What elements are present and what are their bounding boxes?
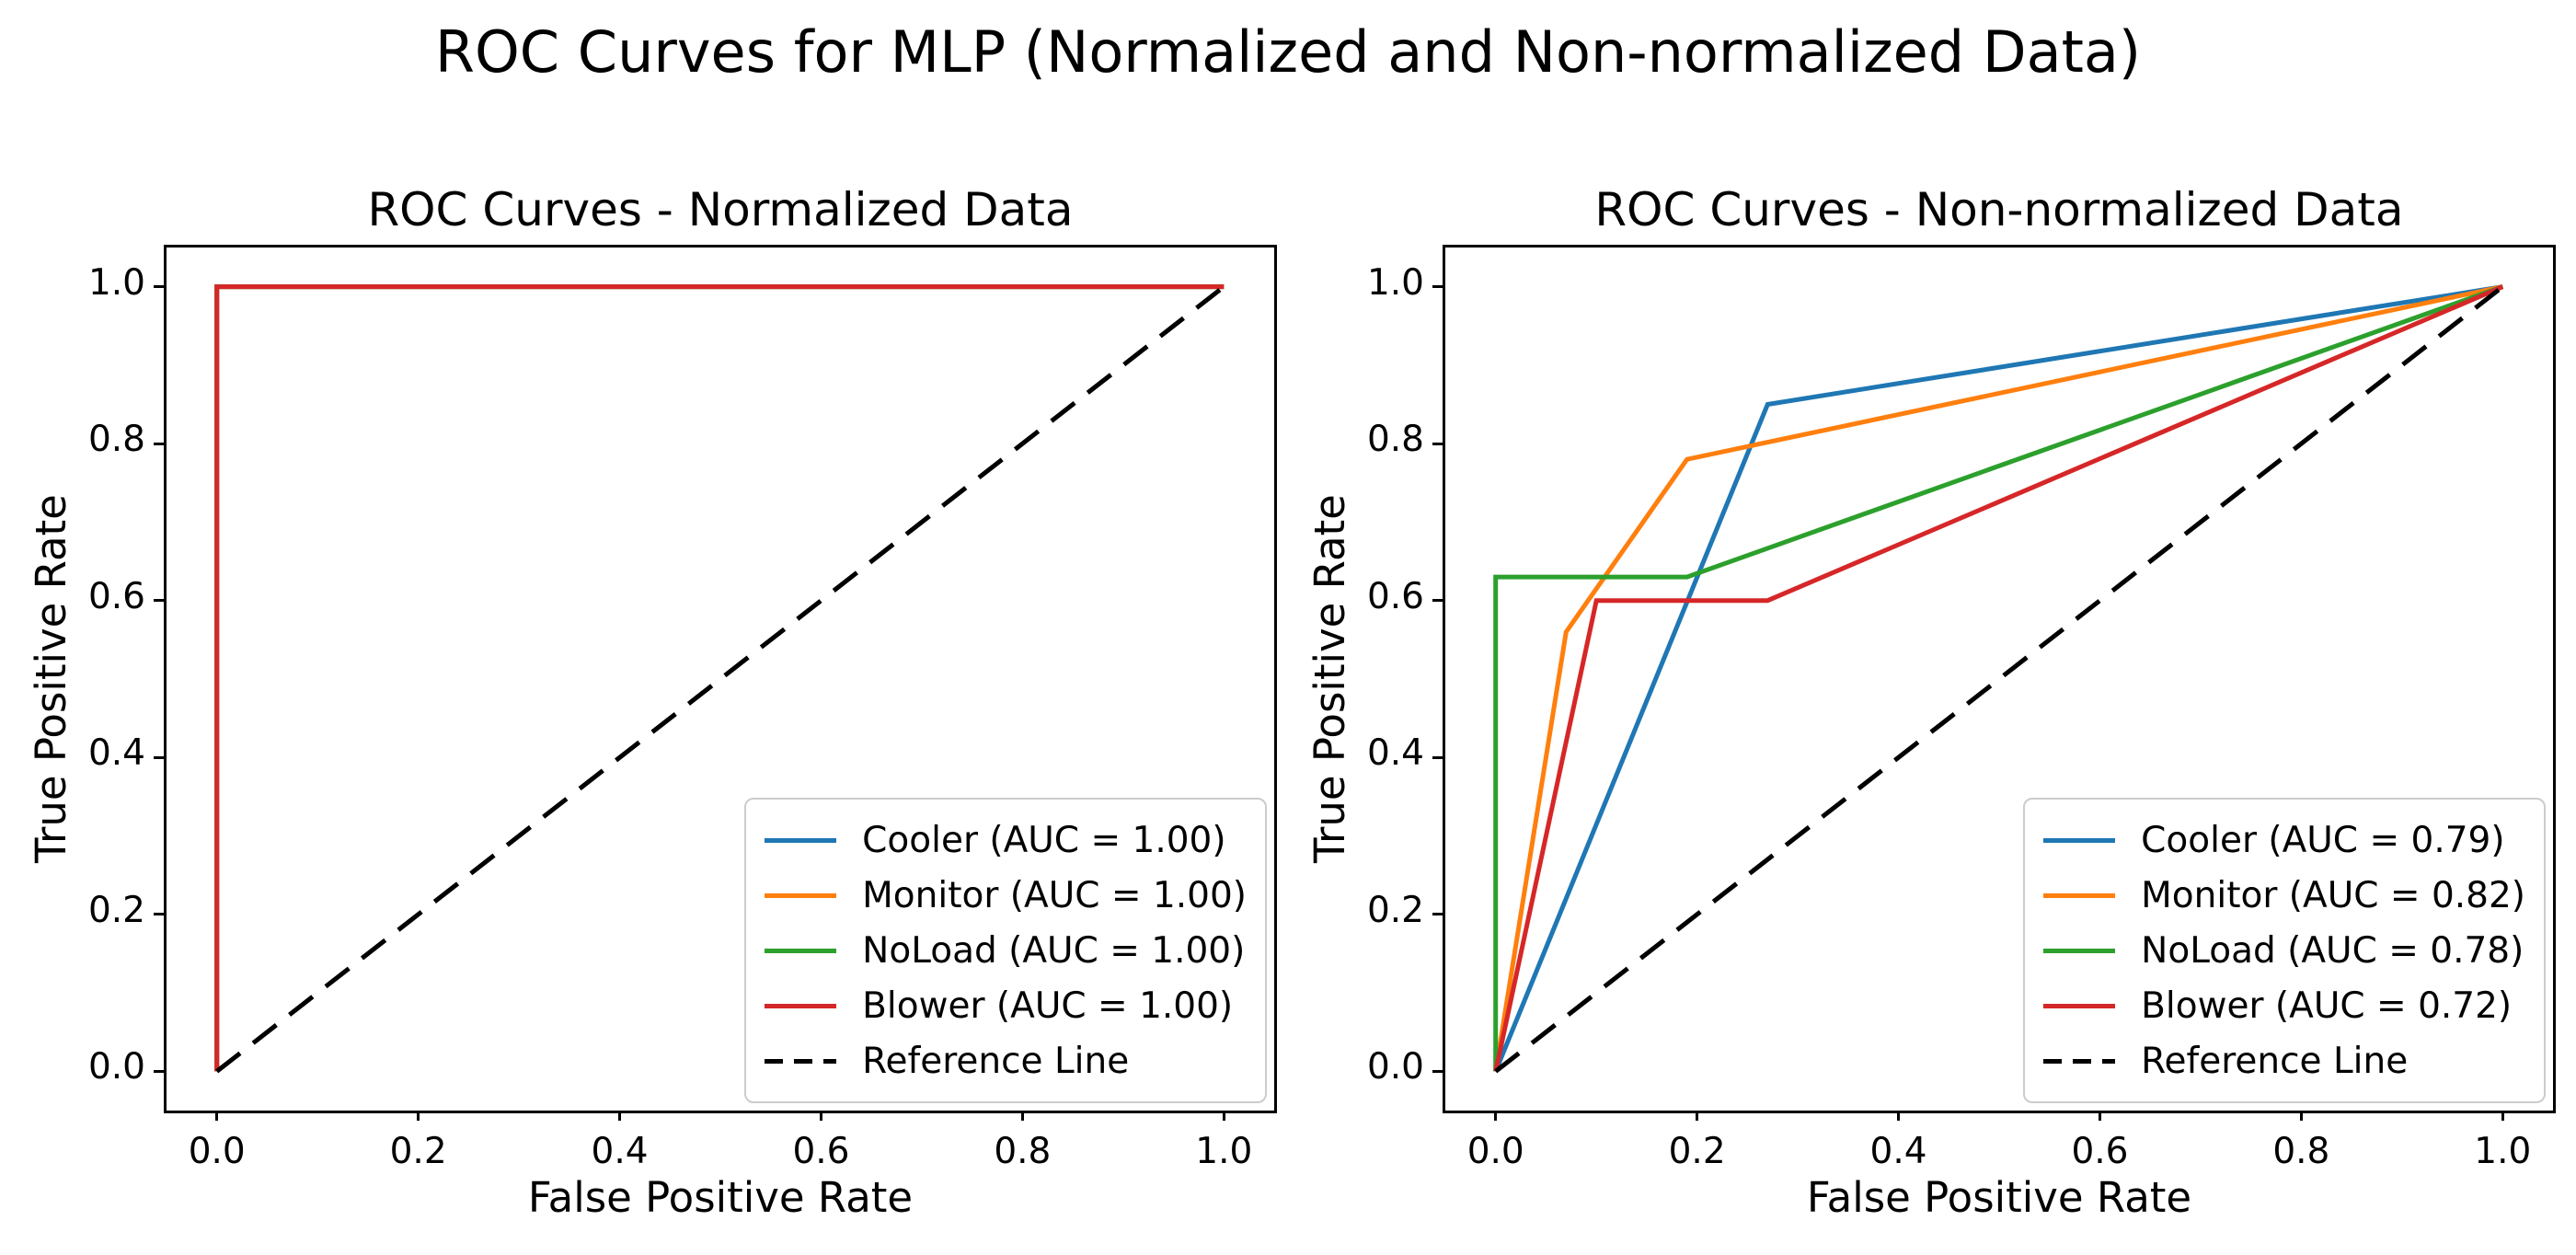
y-tick-label: 0.8 (87, 419, 145, 461)
legend-entry-noload: NoLoad (AUC = 1.00) (765, 923, 1247, 978)
legend: Cooler (AUC = 1.00) Monitor (AUC = 1.00) N… (744, 798, 1267, 1103)
y-tick-mark (1432, 599, 1443, 603)
y-tick-label: 0.6 (1366, 575, 1424, 617)
legend-line-sample (765, 948, 837, 953)
legend-entry-reference: Reference Line (2043, 1033, 2525, 1088)
legend-line-sample (2043, 837, 2116, 843)
y-tick-label: 0.8 (1366, 419, 1424, 461)
x-tick-label: 0.6 (792, 1131, 850, 1172)
x-axis-label: False Positive Rate (1806, 1173, 2192, 1222)
legend-entry-blower: Blower (AUC = 0.72) (2043, 978, 2525, 1033)
x-tick-mark (1222, 1111, 1225, 1121)
legend-line-sample (2043, 1058, 2116, 1064)
reference-line (1494, 284, 2504, 1074)
x-tick-mark (1020, 1111, 1024, 1121)
x-axis-label: False Positive Rate (527, 1173, 914, 1222)
subplot-non-normalized: ROC Curves - Non-normalized Data False P… (1305, 183, 2556, 1222)
y-tick-label: 0.2 (87, 889, 145, 931)
series-line-blower (1493, 284, 2504, 1072)
series-line-cooler (1493, 284, 2503, 1073)
y-tick-label: 0.6 (87, 575, 145, 617)
legend-label: Monitor (AUC = 1.00) (862, 874, 1247, 916)
y-tick-mark (1432, 285, 1443, 289)
x-tick-mark (819, 1111, 822, 1121)
y-tick-mark (154, 1069, 164, 1073)
roc-plot-svg (214, 284, 1225, 1074)
x-tick-label: 1.0 (1195, 1131, 1253, 1172)
subplot-normalized: ROC Curves - Normalized Data False Posit… (27, 183, 1277, 1222)
reference-line (215, 284, 1225, 1074)
legend-entry-blower: Blower (AUC = 1.00) (765, 978, 1247, 1033)
y-tick-mark (154, 913, 164, 916)
x-tick-label: 0.6 (2071, 1131, 2129, 1172)
y-axis-label: True Positive Rate (27, 494, 75, 864)
x-tick-mark (215, 1111, 219, 1121)
x-tick-mark (2299, 1111, 2303, 1121)
y-tick-mark (1432, 1069, 1443, 1073)
y-tick-label: 0.4 (1366, 732, 1424, 775)
y-tick-label: 0.0 (1366, 1046, 1424, 1088)
legend-line-sample (2043, 948, 2116, 953)
legend-line-sample (765, 1058, 837, 1064)
legend-entry-monitor: Monitor (AUC = 0.82) (2043, 868, 2525, 923)
series-line-monitor (1493, 284, 2503, 1072)
x-tick-mark (417, 1111, 420, 1121)
axes-title: ROC Curves - Non-normalized Data (1594, 183, 2404, 236)
y-tick-label: 0.2 (1366, 889, 1424, 931)
legend-line-sample (765, 837, 837, 843)
legend-line-sample (765, 892, 837, 898)
y-tick-label: 1.0 (87, 261, 145, 304)
legend-label: Reference Line (2141, 1040, 2409, 1082)
legend-entry-cooler: Cooler (AUC = 1.00) (765, 812, 1247, 868)
y-tick-mark (154, 599, 164, 603)
legend-label: NoLoad (AUC = 0.78) (2141, 929, 2524, 972)
x-tick-mark (1897, 1111, 1901, 1121)
legend-label: Blower (AUC = 0.72) (2141, 984, 2513, 1027)
legend-label: Monitor (AUC = 0.82) (2141, 874, 2525, 916)
y-tick-label: 1.0 (1366, 261, 1424, 304)
legend-entry-noload: NoLoad (AUC = 0.78) (2043, 923, 2525, 978)
y-tick-mark (1432, 442, 1443, 445)
legend-entry-cooler: Cooler (AUC = 0.79) (2043, 812, 2525, 868)
x-tick-mark (1696, 1111, 1699, 1121)
legend-line-sample (2043, 1003, 2116, 1008)
roc-plot-svg (1493, 284, 2504, 1074)
y-tick-mark (1432, 913, 1443, 916)
legend-label: Cooler (AUC = 0.79) (2141, 819, 2505, 861)
x-tick-label: 0.0 (1466, 1131, 1524, 1172)
x-tick-label: 0.8 (994, 1131, 1052, 1172)
x-tick-mark (2501, 1111, 2504, 1121)
x-tick-label: 0.0 (188, 1131, 246, 1172)
series-line-noload (1493, 284, 2504, 1072)
figure-title: ROC Curves for MLP (Normalized and Non-n… (434, 18, 2142, 86)
x-tick-label: 0.4 (591, 1131, 649, 1172)
x-tick-label: 0.8 (2272, 1131, 2330, 1172)
legend-line-sample (2043, 892, 2116, 898)
y-axis-label: True Positive Rate (1305, 494, 1354, 864)
x-tick-mark (1494, 1111, 1498, 1121)
legend-label: Reference Line (862, 1040, 1130, 1082)
series-line-blower (214, 284, 1225, 1072)
legend-entry-monitor: Monitor (AUC = 1.00) (765, 868, 1247, 923)
legend-label: Blower (AUC = 1.00) (862, 984, 1234, 1027)
y-tick-mark (1432, 755, 1443, 759)
y-tick-mark (154, 755, 164, 759)
x-tick-label: 0.2 (389, 1131, 447, 1172)
y-tick-label: 0.0 (87, 1046, 145, 1088)
y-tick-mark (154, 442, 164, 445)
legend: Cooler (AUC = 0.79) Monitor (AUC = 0.82) N… (2023, 798, 2546, 1103)
y-tick-mark (154, 285, 164, 289)
x-tick-mark (2098, 1111, 2101, 1121)
y-tick-label: 0.4 (87, 732, 145, 775)
axes-title: ROC Curves - Normalized Data (367, 183, 1074, 236)
x-tick-label: 0.4 (1869, 1131, 1927, 1172)
legend-line-sample (765, 1003, 837, 1008)
legend-entry-reference: Reference Line (765, 1033, 1247, 1088)
legend-label: Cooler (AUC = 1.00) (862, 819, 1226, 861)
legend-label: NoLoad (AUC = 1.00) (862, 929, 1246, 972)
x-tick-label: 1.0 (2474, 1131, 2532, 1172)
x-tick-mark (618, 1111, 622, 1121)
x-tick-label: 0.2 (1668, 1131, 1726, 1172)
